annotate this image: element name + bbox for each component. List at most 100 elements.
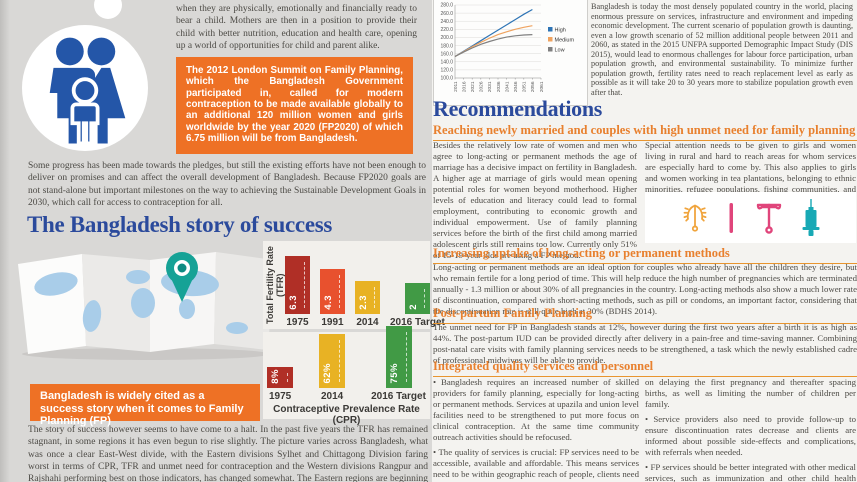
- bar-column: 4.3 1991: [320, 269, 345, 328]
- bar-value-label: 6.3: [288, 295, 299, 310]
- london-summit-callout: The 2012 London Summit on Family Plannin…: [176, 57, 413, 154]
- bar-dash-decoration: [339, 275, 340, 308]
- implant-rod-icon: [729, 202, 733, 233]
- bar-value-label: 75%: [388, 363, 400, 384]
- cpr-axis-title: Contraceptive Prevalence Rate (CPR): [273, 404, 420, 426]
- svg-text:100.0: 100.0: [440, 76, 453, 82]
- svg-text:2051: 2051: [522, 81, 528, 92]
- section-heading-integrated-services: Integrated quality services and personne…: [433, 359, 857, 377]
- continuation-text: on delaying the first pregnancy and ther…: [645, 377, 856, 409]
- bar-column: 62% 2014: [319, 334, 346, 402]
- bar-category-label: 1975: [286, 317, 309, 328]
- world-map-graphic: [18, 252, 274, 360]
- bar-value-label: 8%: [270, 369, 282, 384]
- bullet-item: Service providers also need to provide f…: [645, 414, 856, 458]
- bar-category-label: 1975: [268, 391, 292, 402]
- tfr-chart: Total Fertility Rate (TFR) 6.3 1975 4.3 199…: [263, 241, 445, 329]
- bar-column: 75% 2016 Target: [371, 326, 426, 402]
- success-story-heading: The Bangladesh story of success: [27, 212, 333, 237]
- syringe-icon: [802, 198, 819, 236]
- tfr-axis-title: Total Fertility Rate (TFR): [265, 246, 285, 324]
- svg-text:2056: 2056: [530, 81, 536, 92]
- family-icon: [49, 37, 126, 146]
- legend-label: Medium: [555, 37, 575, 43]
- section-heading-reaching-newly-married: Reaching newly married and couples with …: [433, 123, 857, 141]
- legend-label: High: [555, 27, 566, 33]
- bar-category-label: 2014: [320, 391, 344, 402]
- bar-column: 6.3 1975: [285, 256, 310, 328]
- population-paragraph: Bangladesh is today the most densely pop…: [591, 2, 853, 97]
- svg-text:2011: 2011: [453, 81, 459, 92]
- svg-text:2036: 2036: [496, 81, 502, 92]
- legend-swatch: [548, 37, 553, 42]
- bar-category-label: 1991: [321, 317, 344, 328]
- section4-right-column: on delaying the first pregnancy and ther…: [645, 377, 856, 482]
- bullet-item: The quality of services is crucial: FP s…: [433, 447, 639, 482]
- bullet-item: Bangladesh requires an increased number …: [433, 377, 639, 443]
- story-paragraph: The story of success however seems to ha…: [28, 425, 428, 482]
- section4-left-column: Bangladesh requires an increased number …: [433, 377, 639, 482]
- svg-text:2021: 2021: [470, 81, 476, 92]
- legend-swatch: [548, 47, 553, 52]
- legend-label: Low: [555, 47, 565, 53]
- series-line-low: [454, 34, 533, 58]
- bar-category-label: 2016 Target: [390, 317, 445, 328]
- bar: 75%: [385, 326, 412, 388]
- bar: 2.3: [355, 281, 380, 314]
- decorative-circle: [94, 0, 122, 19]
- bar: 4.3: [320, 269, 345, 314]
- bar: 62%: [319, 334, 346, 388]
- bar-category-label: 2016 Target: [371, 391, 426, 402]
- svg-text:140.0: 140.0: [440, 59, 453, 65]
- section1-left-text: Besides the relatively low rate of women…: [433, 140, 637, 260]
- bar-column: 8% 1975: [267, 367, 294, 402]
- bar-dash-decoration: [374, 287, 375, 308]
- bar-column: 2.3 2014: [355, 281, 380, 328]
- svg-text:280.0: 280.0: [440, 3, 453, 9]
- svg-text:2061: 2061: [539, 81, 545, 92]
- svg-text:2041: 2041: [504, 81, 510, 92]
- bullet-item: FP services should be better integrated …: [645, 462, 856, 482]
- svg-text:120.0: 120.0: [440, 68, 453, 74]
- section-heading-post-partum: Post-partum Family Planning: [433, 306, 857, 324]
- svg-text:220.0: 220.0: [440, 27, 453, 33]
- svg-text:240.0: 240.0: [440, 19, 453, 25]
- section-heading-increasing-uptake: Increasing uptake of long-acting or perm…: [433, 246, 857, 264]
- bar-dash-decoration: [339, 340, 341, 382]
- location-pin-icon: [166, 252, 198, 302]
- svg-text:2046: 2046: [513, 81, 519, 92]
- bar: 6.3: [285, 256, 310, 314]
- bar-dash-decoration: [287, 373, 289, 382]
- recommendations-heading: Recommendations: [433, 96, 603, 121]
- bar: 8%: [267, 367, 294, 388]
- bar-dash-decoration: [405, 332, 407, 382]
- svg-text:2026: 2026: [479, 81, 485, 92]
- bar-value-label: 4.3: [323, 295, 334, 310]
- svg-text:160.0: 160.0: [440, 51, 453, 57]
- svg-text:200.0: 200.0: [440, 35, 453, 41]
- svg-text:2016: 2016: [461, 81, 467, 92]
- bar-value-label: 2.3: [358, 295, 369, 310]
- section3-text: The unmet need for FP in Bangladesh stan…: [433, 322, 857, 365]
- svg-text:2031: 2031: [487, 81, 493, 92]
- multiload-iud-icon: [683, 204, 706, 232]
- bar-dash-decoration: [304, 262, 305, 308]
- success-callout: Bangladesh is widely cited as a success …: [30, 384, 260, 427]
- bar-dash-decoration: [423, 289, 425, 308]
- svg-text:260.0: 260.0: [440, 11, 453, 17]
- progress-paragraph: Some progress has been made towards the …: [28, 161, 426, 209]
- cpr-chart: 8% 1975 62% 2014 75% 2016 Target Contraceptiv…: [263, 326, 430, 426]
- bar-value-label: 2: [407, 304, 419, 310]
- bar-category-label: 2014: [356, 317, 379, 328]
- bar: 2: [404, 283, 430, 314]
- contraceptive-icons-box: [645, 192, 856, 243]
- series-line-medium: [454, 25, 533, 58]
- intro-paragraph: when they are physically, emotionally an…: [176, 4, 417, 52]
- legend-swatch: [548, 27, 553, 32]
- population-projection-chart: 100.0 120.0 140.0 160.0 180.0 200.0 220.0 240.0…: [433, 0, 588, 106]
- cpr-bars: 8% 1975 62% 2014 75% 2016 Target: [263, 326, 430, 402]
- family-icon-badge: [22, 25, 148, 151]
- bar-value-label: 62%: [322, 363, 334, 384]
- section2-text: Long-acting or permanent methods are an …: [433, 262, 857, 316]
